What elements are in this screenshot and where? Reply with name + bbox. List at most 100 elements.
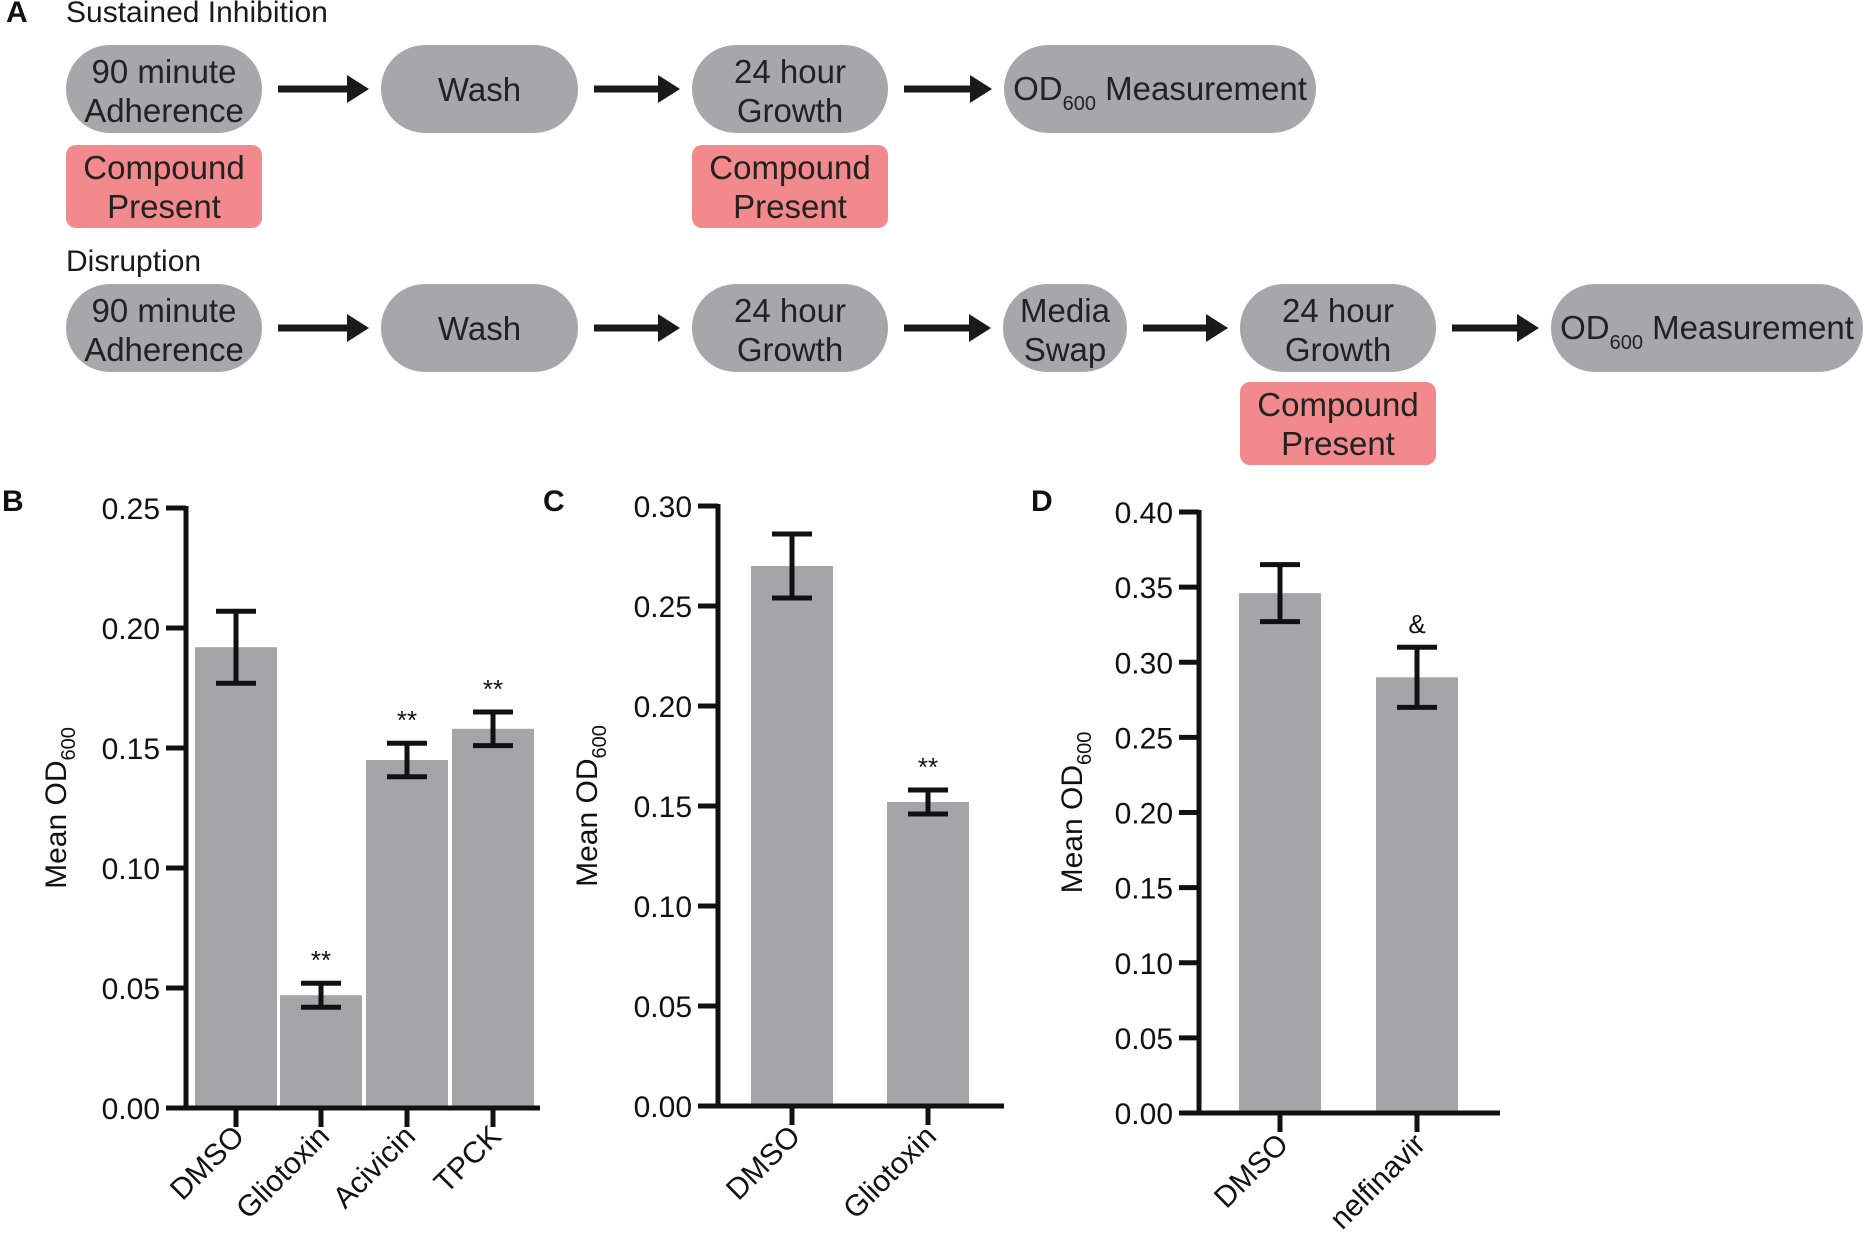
- y-axis-label-sub: 600: [589, 725, 611, 758]
- x-tick-label-gliotoxin: Gliotoxin: [837, 1120, 943, 1226]
- workflow-step-1-2: Wash: [381, 45, 578, 133]
- y-axis-label: Mean OD600: [1056, 732, 1096, 894]
- y-tick-label: 0.10: [1115, 948, 1173, 981]
- compound-label-line-2: Present: [107, 188, 221, 225]
- x-tick-label-tpck: TPCK: [428, 1120, 508, 1200]
- y-tick-label: 0.05: [634, 991, 692, 1024]
- y-axis-label: Mean OD600: [40, 727, 80, 889]
- panel-d-chart: D Mean OD600 & 0.00 0.05 0.10 0.15 0.20 0.25 0.30…: [1031, 485, 1500, 1236]
- y-tick-label: 0.10: [634, 891, 692, 924]
- y-axis-label-main: Mean OD: [40, 760, 73, 888]
- panel-label-c: C: [543, 485, 565, 518]
- step-pill: [381, 284, 578, 372]
- panel-b-chart: B Mean OD600 ** ** ** 0.00 0.05 0.10 0.15 0.20 0.2…: [2, 485, 540, 1225]
- step-label: OD600 Measurement: [1013, 70, 1307, 115]
- significance-mark: **: [397, 705, 417, 735]
- y-tick-label: 0.05: [102, 973, 160, 1006]
- step-label-line-1: 24 hour: [734, 53, 846, 90]
- step-label: Wash: [438, 310, 521, 347]
- error-bar-gliotoxin: [301, 980, 341, 1010]
- arrowhead: [347, 75, 369, 103]
- step-pill: [692, 284, 888, 372]
- x-tick-label-nelfinavir: nelfinavir: [1324, 1128, 1432, 1236]
- workflow-title-1: Sustained Inhibition: [66, 0, 328, 29]
- bar-nelfinavir: [1376, 677, 1458, 1113]
- y-tick-label: 0.15: [634, 791, 692, 824]
- y-axis-label-sub: 600: [58, 727, 80, 760]
- arrowhead: [347, 314, 369, 342]
- compound-box-bg: [1240, 382, 1436, 465]
- arrowhead: [970, 75, 992, 103]
- compound-label-line-2: Present: [733, 188, 847, 225]
- compound-box-bg: [66, 145, 262, 228]
- bar-tpck: [452, 728, 534, 1108]
- x-tick-label-dmso: DMSO: [720, 1120, 807, 1207]
- od-subscript: 600: [1063, 93, 1096, 115]
- y-axis-label: Mean OD600: [571, 725, 611, 887]
- step-label-line-2: Growth: [737, 92, 843, 129]
- arrowhead: [1206, 314, 1228, 342]
- y-tick-label: 0.05: [1115, 1023, 1173, 1056]
- step-label-line-1: Media: [1020, 292, 1111, 329]
- y-tick-label: 0.20: [634, 691, 692, 724]
- bar-acivicin: [366, 760, 448, 1108]
- error-bar-dmso: [216, 608, 256, 686]
- y-tick-label: 0.25: [102, 493, 160, 526]
- step-label-line-1: 90 minute: [92, 53, 237, 90]
- step-pill: [1551, 284, 1863, 372]
- panel-c-chart: C Mean OD600 ** 0.00 0.05 0.10 0.15 0.20 0.25 0.3…: [543, 485, 1004, 1225]
- compound-label-line-1: Compound: [1257, 386, 1418, 423]
- panel-label-a: A: [6, 0, 28, 29]
- panel-label-b: B: [2, 485, 24, 518]
- x-tick-label-gliotoxin: Gliotoxin: [230, 1120, 336, 1226]
- step-pill: [692, 45, 888, 133]
- od-suffix: Measurement: [1643, 309, 1854, 346]
- step-pill: [1240, 284, 1436, 372]
- significance-mark: **: [918, 752, 938, 782]
- bar-dmso: [751, 566, 833, 1106]
- arrowhead: [658, 75, 680, 103]
- compound-label-line-1: Compound: [83, 149, 244, 186]
- step-label: Wash: [438, 71, 521, 108]
- step-pill: [1004, 45, 1316, 133]
- step-label-line-2: Swap: [1024, 331, 1107, 368]
- error-bar-tpck: [473, 709, 513, 749]
- error-bar-dmso: [1260, 562, 1300, 625]
- y-tick-label: 0.25: [1115, 722, 1173, 755]
- significance-mark: &: [1408, 609, 1425, 639]
- bar-dmso: [195, 647, 277, 1108]
- bar-dmso: [1239, 593, 1321, 1113]
- y-tick-label: 0.40: [1115, 497, 1173, 530]
- workflow-step-2-6: OD600 Measurement: [1551, 284, 1863, 372]
- arrowhead: [1517, 314, 1539, 342]
- od-subscript: 600: [1610, 332, 1643, 354]
- y-axis-label-sub: 600: [1074, 732, 1096, 765]
- step-pill: [381, 45, 578, 133]
- bar-gliotoxin: [280, 995, 362, 1108]
- error-bar-nelfinavir: [1397, 644, 1437, 710]
- step-label-line-1: 24 hour: [734, 292, 846, 329]
- od-main: OD: [1013, 70, 1063, 107]
- y-tick-label: 0.30: [634, 491, 692, 524]
- y-tick-label: 0.30: [1115, 647, 1173, 680]
- workflow-title-2: Disruption: [66, 245, 201, 278]
- step-label-line-2: Adherence: [84, 92, 244, 129]
- workflow-step-1-4: OD600 Measurement: [1004, 45, 1316, 133]
- y-tick-label: 0.15: [102, 733, 160, 766]
- step-label-line-1: 24 hour: [1282, 292, 1394, 329]
- arrowhead: [658, 314, 680, 342]
- compound-label-line-2: Present: [1281, 425, 1395, 462]
- step-label-line-2: Growth: [1285, 331, 1391, 368]
- compound-label-line-1: Compound: [709, 149, 870, 186]
- error-bar-dmso: [772, 531, 812, 601]
